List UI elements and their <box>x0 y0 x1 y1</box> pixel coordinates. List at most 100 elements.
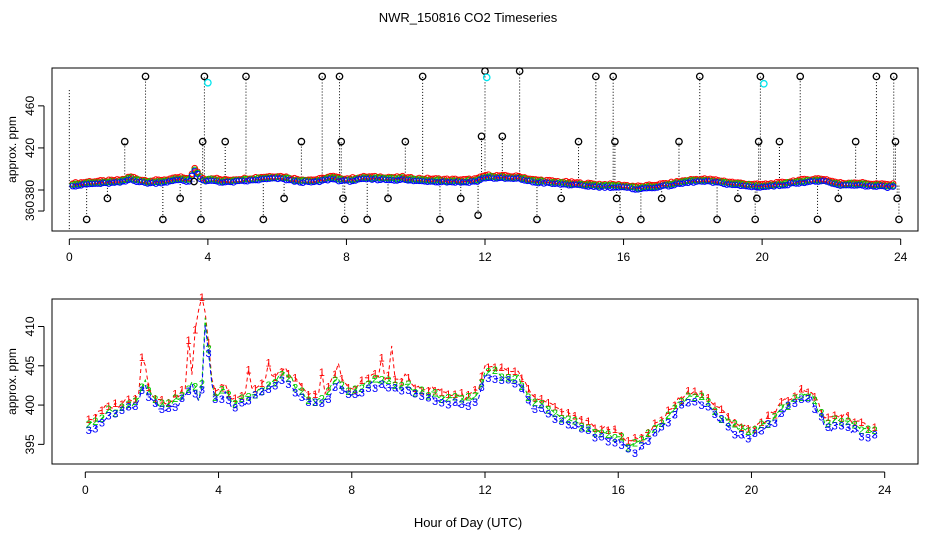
data-point-1: 1 <box>712 401 718 413</box>
data-point-3: 3 <box>792 398 798 410</box>
data-point-3: 3 <box>192 389 198 401</box>
data-point-3: 3 <box>672 410 678 422</box>
spike-point <box>872 72 881 81</box>
data-point-3: 3 <box>312 397 318 409</box>
data-point-2: 2 <box>572 416 578 428</box>
data-point-3: 3 <box>805 394 811 406</box>
data-point-2: 2 <box>645 428 651 440</box>
data-point-3: 3 <box>126 402 132 414</box>
series-line-3 <box>88 324 876 454</box>
data-point-3: 3 <box>399 386 405 398</box>
data-point-2: 2 <box>678 397 684 409</box>
data-point-2: 2 <box>652 424 658 436</box>
data-point-1: 1 <box>212 386 218 398</box>
data-point-1: 1 <box>778 397 784 409</box>
data-point-2: 2 <box>159 398 165 410</box>
x-tick-label: 4 <box>205 250 212 264</box>
data-point-1: 1 <box>332 369 338 381</box>
spike-point <box>796 72 805 81</box>
data-point-2: 2 <box>139 382 145 394</box>
data-point-1: 1 <box>632 432 638 444</box>
data-point-2: 2 <box>445 393 451 405</box>
data-point-1: 1 <box>305 390 311 402</box>
data-point-1: 1 <box>845 411 851 423</box>
data-point-2: 2 <box>705 397 711 409</box>
spike-point <box>158 215 167 224</box>
data-point-2: 2 <box>818 407 824 419</box>
y-axis-label: approx. ppm <box>5 116 19 183</box>
data-point-3: 3 <box>872 429 878 441</box>
spike-point <box>335 72 344 81</box>
data-point-3: 3 <box>152 398 158 410</box>
spike-point <box>612 194 621 203</box>
data-point-3: 3 <box>765 419 771 431</box>
data-point-3: 3 <box>245 395 251 407</box>
spike-point <box>616 215 624 224</box>
data-point-1: 1 <box>605 425 611 437</box>
spike-point <box>515 67 524 76</box>
data-point-2: 2 <box>872 425 878 437</box>
data-point-3: 3 <box>452 397 458 409</box>
data-point-3: 3 <box>439 398 445 410</box>
data-point-2: 2 <box>778 403 784 415</box>
data-point-2: 2 <box>172 393 178 405</box>
data-point-2: 2 <box>812 395 818 407</box>
data-point-3: 3 <box>652 427 658 439</box>
data-point-3: 3 <box>685 398 691 410</box>
data-point-3: 3 <box>272 381 278 393</box>
spike-point <box>889 72 898 81</box>
data-point-3: 3 <box>479 382 485 394</box>
data-point-1: 1 <box>585 416 591 428</box>
data-point-1: 1 <box>685 386 691 398</box>
data-point-1: 1 <box>159 394 165 406</box>
data-point-1: 1 <box>345 382 351 394</box>
data-point-3: 3 <box>678 400 684 412</box>
data-point-3: 3 <box>625 443 631 455</box>
flag-point <box>204 78 212 87</box>
spike-point <box>753 194 761 203</box>
data-point-3: 3 <box>425 393 431 405</box>
data-point-1: 1 <box>285 369 291 381</box>
data-point-2: 2 <box>532 397 538 409</box>
spike-point <box>176 194 185 203</box>
data-point-3: 3 <box>492 374 498 386</box>
data-point-3: 3 <box>252 390 258 402</box>
y-tick-label: 380 <box>23 180 37 200</box>
data-point-3: 3 <box>705 401 711 413</box>
data-point-2: 2 <box>712 406 718 418</box>
plot-frame <box>51 67 919 232</box>
data-point-2: 2 <box>732 419 738 431</box>
x-tick-label: 0 <box>66 250 73 264</box>
data-point-3: 3 <box>572 420 578 432</box>
data-point-3: 3 <box>445 400 451 412</box>
data-point-3: 3 <box>812 404 818 416</box>
data-point-3: 3 <box>379 379 385 391</box>
sample-point <box>889 183 897 190</box>
spike-point <box>477 132 486 141</box>
data-point-2: 2 <box>565 414 571 426</box>
data-point-2: 2 <box>492 365 498 377</box>
data-point-3: 3 <box>579 423 585 435</box>
data-point-2: 2 <box>852 420 858 432</box>
data-point-1: 1 <box>86 414 92 426</box>
spike-point <box>657 194 666 203</box>
data-point-1: 1 <box>485 362 491 374</box>
y-axis-label: approx. ppm <box>5 348 19 415</box>
data-point-2: 2 <box>146 385 152 397</box>
data-point-2: 2 <box>605 429 611 441</box>
data-point-2: 2 <box>312 397 318 409</box>
data-point-1: 1 <box>798 383 804 395</box>
data-point-1: 1 <box>452 389 458 401</box>
data-point-2: 2 <box>838 417 844 429</box>
data-point-2: 2 <box>698 391 704 403</box>
data-point-1: 1 <box>592 423 598 435</box>
data-point-2: 2 <box>299 386 305 398</box>
data-point-3: 3 <box>339 385 345 397</box>
data-point-2: 2 <box>179 391 185 403</box>
data-point-2: 2 <box>405 379 411 391</box>
data-point-3: 3 <box>259 386 265 398</box>
x-tick-label: 8 <box>348 483 355 497</box>
data-point-3: 3 <box>345 389 351 401</box>
data-point-1: 1 <box>545 397 551 409</box>
data-point-1: 1 <box>792 391 798 403</box>
